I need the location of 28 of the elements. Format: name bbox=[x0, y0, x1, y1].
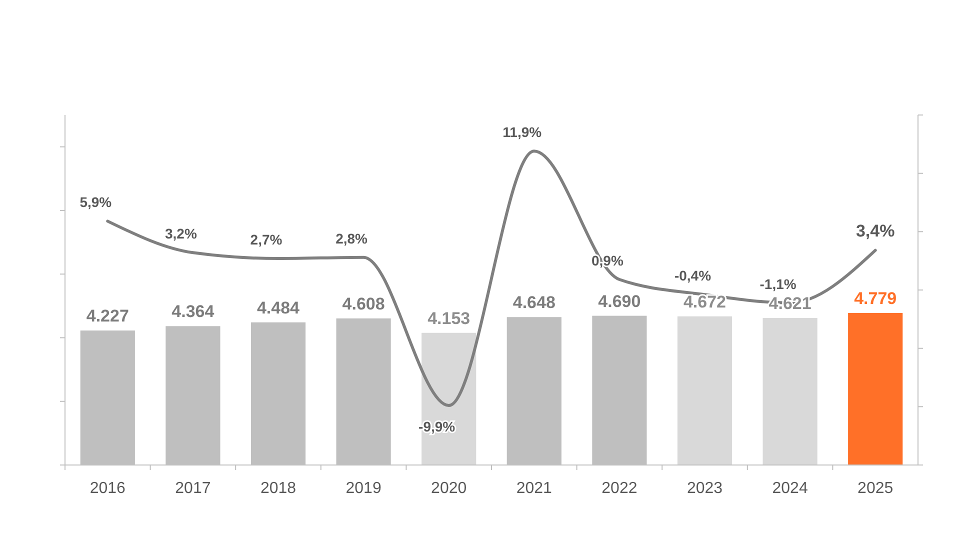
data-label: 4.779 bbox=[854, 288, 897, 308]
x-tick-label: 2020 bbox=[431, 480, 467, 497]
data-label: 4.648 bbox=[512, 293, 556, 312]
data-label: 11,9% bbox=[502, 124, 542, 140]
data-label: -9,9% bbox=[418, 418, 456, 434]
data-label: 3,4% bbox=[856, 221, 895, 240]
data-label: -0,4% bbox=[674, 268, 712, 284]
x-tick-label: 2025 bbox=[858, 480, 894, 497]
x-tick-label: 2019 bbox=[346, 480, 382, 497]
data-label: -1,1% bbox=[760, 276, 797, 292]
data-label: 2,7% bbox=[250, 232, 283, 248]
data-label: 5,9% bbox=[80, 194, 112, 210]
x-tick-label: 2022 bbox=[602, 480, 638, 497]
data-label: 4.608 bbox=[342, 294, 385, 314]
data-label: 3,2% bbox=[164, 226, 198, 242]
data-label: 4.364 bbox=[172, 302, 215, 322]
data-label: 4.227 bbox=[86, 306, 129, 326]
x-tick-label: 2016 bbox=[90, 480, 126, 497]
x-tick-label: 2024 bbox=[772, 480, 808, 497]
x-tick-label: 2017 bbox=[175, 480, 211, 497]
x-tick-label: 2018 bbox=[260, 480, 296, 497]
x-tick-label: 2023 bbox=[686, 480, 723, 497]
data-label: 4.484 bbox=[256, 298, 300, 318]
data-label: 4.153 bbox=[428, 308, 470, 328]
data-label: 4.672 bbox=[683, 292, 726, 312]
x-tick-label: 2021 bbox=[516, 480, 552, 497]
data-label: 2,8% bbox=[336, 230, 368, 246]
data-label: 4.690 bbox=[598, 292, 641, 311]
